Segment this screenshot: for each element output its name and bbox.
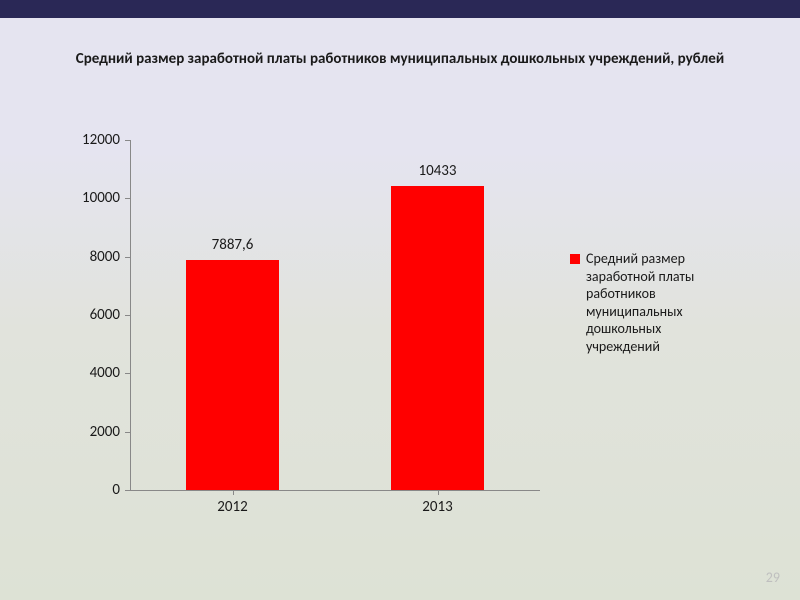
y-tick-label: 4000 — [70, 364, 120, 382]
x-tick-mark — [438, 490, 439, 495]
x-tick-label: 2013 — [398, 498, 478, 516]
y-tick-mark — [125, 257, 130, 258]
page-number: 29 — [766, 569, 780, 586]
bar-value-label: 7887,6 — [173, 236, 293, 254]
chart-area: Средний размер заработной платы работник… — [80, 140, 720, 540]
x-tick-label: 2012 — [193, 498, 273, 516]
y-tick-mark — [125, 140, 130, 141]
y-tick-label: 2000 — [70, 423, 120, 441]
y-tick-label: 6000 — [70, 306, 120, 324]
y-tick-label: 8000 — [70, 248, 120, 266]
y-tick-label: 12000 — [70, 131, 120, 149]
plot-area: 7887,62012104332013 — [130, 140, 540, 490]
bar-value-label: 10433 — [378, 162, 498, 180]
legend-swatch — [570, 254, 580, 264]
chart-title: Средний размер заработной платы работник… — [40, 50, 760, 69]
legend-item: Средний размер заработной платы работник… — [570, 250, 720, 355]
slide: Средний размер заработной платы работник… — [0, 0, 800, 600]
y-tick-mark — [125, 432, 130, 433]
y-tick-label: 10000 — [70, 189, 120, 207]
x-axis — [130, 490, 540, 491]
y-axis — [130, 140, 131, 490]
y-tick-mark — [125, 198, 130, 199]
x-tick-mark — [233, 490, 234, 495]
y-tick-mark — [125, 315, 130, 316]
y-tick-label: 0 — [70, 481, 120, 499]
top-accent-bar — [0, 0, 800, 18]
y-tick-mark — [125, 373, 130, 374]
y-tick-mark — [125, 490, 130, 491]
bar — [391, 186, 483, 490]
legend-label: Средний размер заработной платы работник… — [586, 250, 720, 355]
bar — [186, 260, 278, 490]
legend: Средний размер заработной платы работник… — [570, 250, 720, 355]
